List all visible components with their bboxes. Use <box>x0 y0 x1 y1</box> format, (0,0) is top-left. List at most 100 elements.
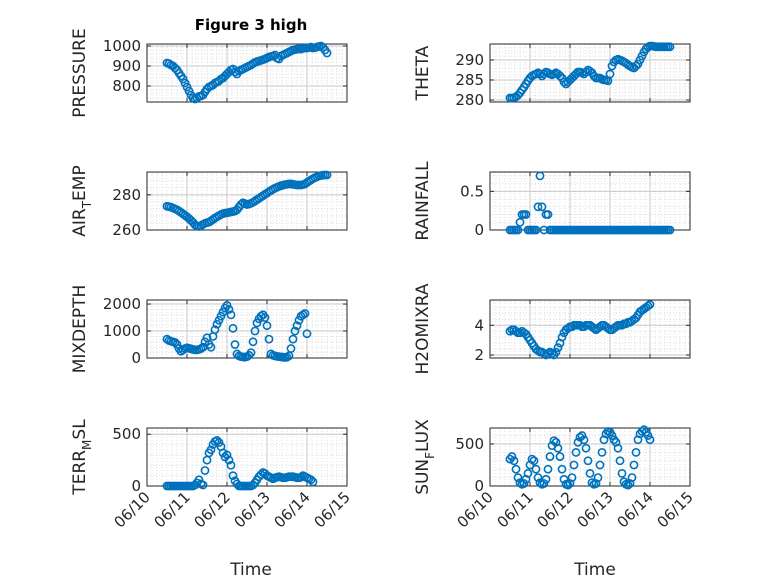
data-point <box>643 301 653 311</box>
axes-frame <box>489 299 691 359</box>
data-point <box>200 466 210 475</box>
data-point <box>613 443 623 453</box>
data-point <box>214 438 224 447</box>
y-tick-label: 0 <box>131 477 141 495</box>
data-point <box>543 464 553 474</box>
data-point <box>545 452 555 461</box>
data-point <box>527 454 537 464</box>
data-point <box>645 300 655 309</box>
data-point <box>511 326 521 336</box>
chart-panel-mixdepth: 0 1000 2000 MIXDEPTH <box>70 285 348 374</box>
data-point <box>551 347 561 357</box>
data-point <box>226 460 236 470</box>
y-tick-label: 280 <box>455 91 484 109</box>
data-point <box>559 474 569 484</box>
axes-frame <box>146 171 348 231</box>
data-point <box>581 67 591 77</box>
data-point <box>224 305 234 314</box>
data-point <box>322 48 332 58</box>
data-point <box>607 431 617 440</box>
data-point <box>597 447 607 457</box>
axes-background <box>147 428 347 486</box>
y-tick-label: 2000 <box>103 295 141 313</box>
data-point <box>505 326 515 336</box>
data-point <box>513 473 523 482</box>
chart-panel-pressure: 800 900 1000 PRESSURE <box>70 28 348 118</box>
data-point <box>569 460 579 470</box>
data-point <box>511 464 521 474</box>
data-point <box>515 217 525 227</box>
data-point <box>286 344 296 353</box>
data-point <box>250 326 260 336</box>
chart-panel-h2omixra: 2 4 H2OMIXRA <box>413 283 691 375</box>
data-point <box>308 477 318 487</box>
data-point <box>631 447 641 457</box>
data-point <box>585 468 595 478</box>
chart-panel-rainfall: 0 0.5 RAINFALL <box>413 161 691 241</box>
data-point <box>595 460 605 470</box>
data-point <box>288 334 298 344</box>
data-point <box>226 310 236 320</box>
data-point <box>631 61 641 71</box>
data-point <box>170 337 180 347</box>
data-point <box>555 452 565 461</box>
data-point <box>529 456 539 466</box>
data-point <box>290 326 300 336</box>
axes-frame <box>146 43 348 103</box>
data-point <box>617 468 627 478</box>
data-point <box>224 455 234 465</box>
data-point <box>557 464 567 474</box>
y-axis-label: H2OMIXRA <box>413 283 433 374</box>
x-axis-label-right: Time <box>573 560 616 580</box>
y-tick-label: 0.5 <box>460 182 484 200</box>
data-point <box>228 471 238 481</box>
data-point <box>300 309 310 318</box>
y-tick-label: 1000 <box>103 322 141 340</box>
data-point <box>296 472 306 482</box>
chart-panel-air_temp: 260 280 AIRTEMP <box>70 165 348 239</box>
data-point <box>533 202 543 212</box>
y-tick-label: 260 <box>112 221 141 239</box>
data-point <box>581 443 591 453</box>
data-point <box>523 468 533 478</box>
data-point <box>262 321 272 331</box>
data-point <box>571 447 581 457</box>
data-point <box>605 69 615 79</box>
data-point <box>509 456 519 466</box>
data-point <box>228 323 238 333</box>
data-point <box>519 479 529 488</box>
y-tick-label: 900 <box>112 57 141 75</box>
y-tick-label: 800 <box>112 77 141 95</box>
data-point <box>260 313 270 322</box>
axes-background <box>490 172 690 230</box>
y-axis-label: MIXDEPTH <box>70 285 90 374</box>
data-point <box>541 474 551 484</box>
data-point <box>212 436 222 445</box>
data-point <box>513 225 523 235</box>
y-axis-label: THETA <box>413 45 433 101</box>
y-tick-label: 1000 <box>103 37 141 55</box>
data-point <box>611 322 621 332</box>
data-point <box>206 445 216 455</box>
data-point <box>593 473 603 482</box>
data-point <box>246 348 256 358</box>
data-point <box>543 349 553 358</box>
data-point <box>222 450 232 460</box>
data-point <box>557 332 567 342</box>
data-point <box>248 337 258 347</box>
data-point <box>292 321 302 331</box>
data-point <box>577 431 587 440</box>
data-point <box>264 334 274 344</box>
data-point <box>643 431 653 440</box>
data-point <box>507 452 517 461</box>
y-tick-label: 0 <box>474 477 484 495</box>
y-tick-label: 285 <box>455 71 484 89</box>
data-point <box>587 478 597 488</box>
data-point <box>535 171 545 181</box>
y-tick-label: 280 <box>112 186 141 204</box>
axes-frame <box>489 43 691 103</box>
axes-background <box>147 300 347 358</box>
y-tick-label: 0 <box>474 221 484 239</box>
data-point <box>210 325 220 335</box>
